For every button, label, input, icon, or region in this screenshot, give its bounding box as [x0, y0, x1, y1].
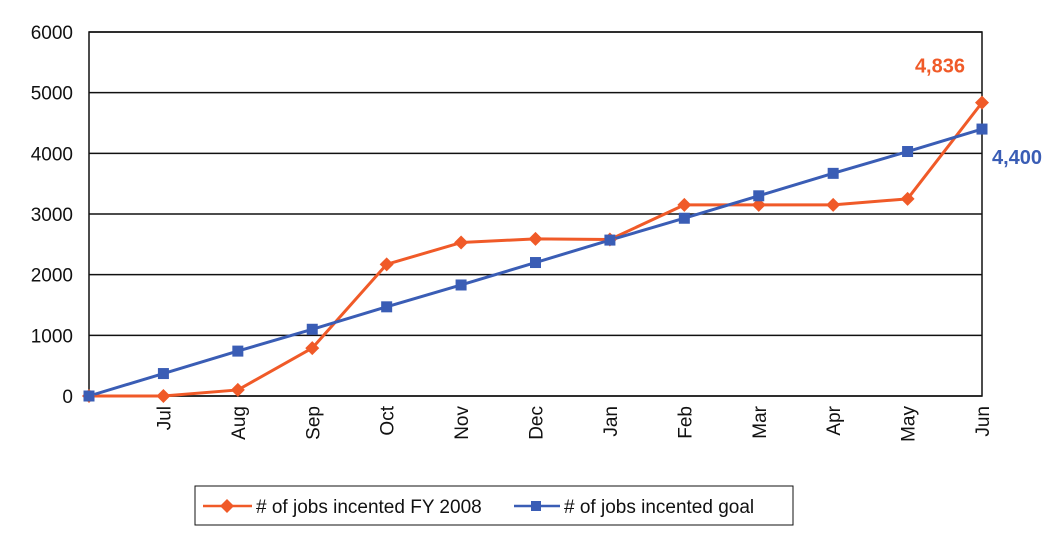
data-label-0: 4,836 — [915, 56, 965, 78]
x-tick-label: Mar — [750, 405, 771, 438]
data-point-diamond — [230, 382, 245, 397]
legend-marker-square-icon — [531, 501, 541, 511]
plot-area-border — [88, 31, 983, 397]
data-point-diamond — [975, 95, 989, 110]
x-tick-label: Jun — [973, 406, 994, 437]
data-point-square — [678, 212, 690, 224]
x-tick-label: Dec — [527, 406, 548, 440]
data-point-square — [902, 146, 914, 158]
x-tick-label: Jan — [601, 406, 622, 437]
x-tick-label: Jul — [154, 406, 175, 430]
data-label-1: 4,400 — [992, 147, 1042, 169]
data-point-square — [455, 279, 467, 291]
data-point-square — [83, 390, 95, 402]
series-lines — [88, 101, 984, 398]
data-point-square — [753, 190, 765, 202]
data-point-diamond — [751, 197, 766, 212]
legend-label-goal: # of jobs incented goal — [564, 497, 754, 518]
y-tick-label: 2000 — [31, 266, 73, 287]
data-point-square — [157, 368, 169, 380]
series-markers — [82, 95, 989, 403]
series-line-0 — [89, 101, 984, 398]
data-point-square — [976, 123, 988, 135]
data-point-square — [530, 257, 541, 269]
x-tick-label: Apr — [824, 405, 845, 435]
legend-marker-diamond-icon — [220, 499, 234, 513]
data-point-square — [604, 234, 616, 246]
x-tick-label: May — [899, 406, 920, 442]
y-tick-label: 0 — [62, 387, 73, 408]
x-tick-label: Oct — [378, 405, 399, 435]
y-axis-ticks: 0 1000 2000 3000 4000 5000 6000 — [31, 23, 73, 408]
data-point-diamond — [305, 341, 320, 356]
gridlines — [89, 31, 982, 397]
x-axis-ticks: Jul Aug Sep Oct Nov Dec Jan Feb Mar Apr May Jun — [154, 405, 994, 442]
x-tick-label: Nov — [452, 406, 473, 440]
x-tick-label: Sep — [303, 406, 324, 440]
data-point-square — [827, 167, 839, 179]
x-tick-label: Aug — [229, 406, 250, 440]
legend: # of jobs incented FY 2008 # of jobs inc… — [194, 485, 794, 526]
data-point-square — [306, 323, 318, 335]
legend-box — [194, 485, 794, 526]
data-point-diamond — [677, 197, 692, 212]
y-tick-label: 4000 — [31, 144, 73, 165]
data-point-diamond — [826, 197, 841, 212]
data-point-diamond — [379, 257, 394, 272]
data-point-diamond — [900, 191, 915, 206]
data-point-square — [232, 345, 244, 357]
data-labels: 4,836 4,400 — [915, 56, 1042, 169]
data-point-diamond — [156, 389, 171, 403]
y-tick-label: 6000 — [31, 23, 73, 44]
data-point-diamond — [528, 231, 543, 246]
y-tick-label: 3000 — [31, 205, 73, 226]
data-point-square — [381, 301, 393, 313]
y-tick-label: 5000 — [31, 84, 73, 105]
x-tick-label: Feb — [675, 406, 696, 439]
legend-label-fy2008: # of jobs incented FY 2008 — [256, 497, 482, 518]
data-point-diamond — [454, 235, 469, 250]
y-tick-label: 1000 — [31, 326, 73, 347]
